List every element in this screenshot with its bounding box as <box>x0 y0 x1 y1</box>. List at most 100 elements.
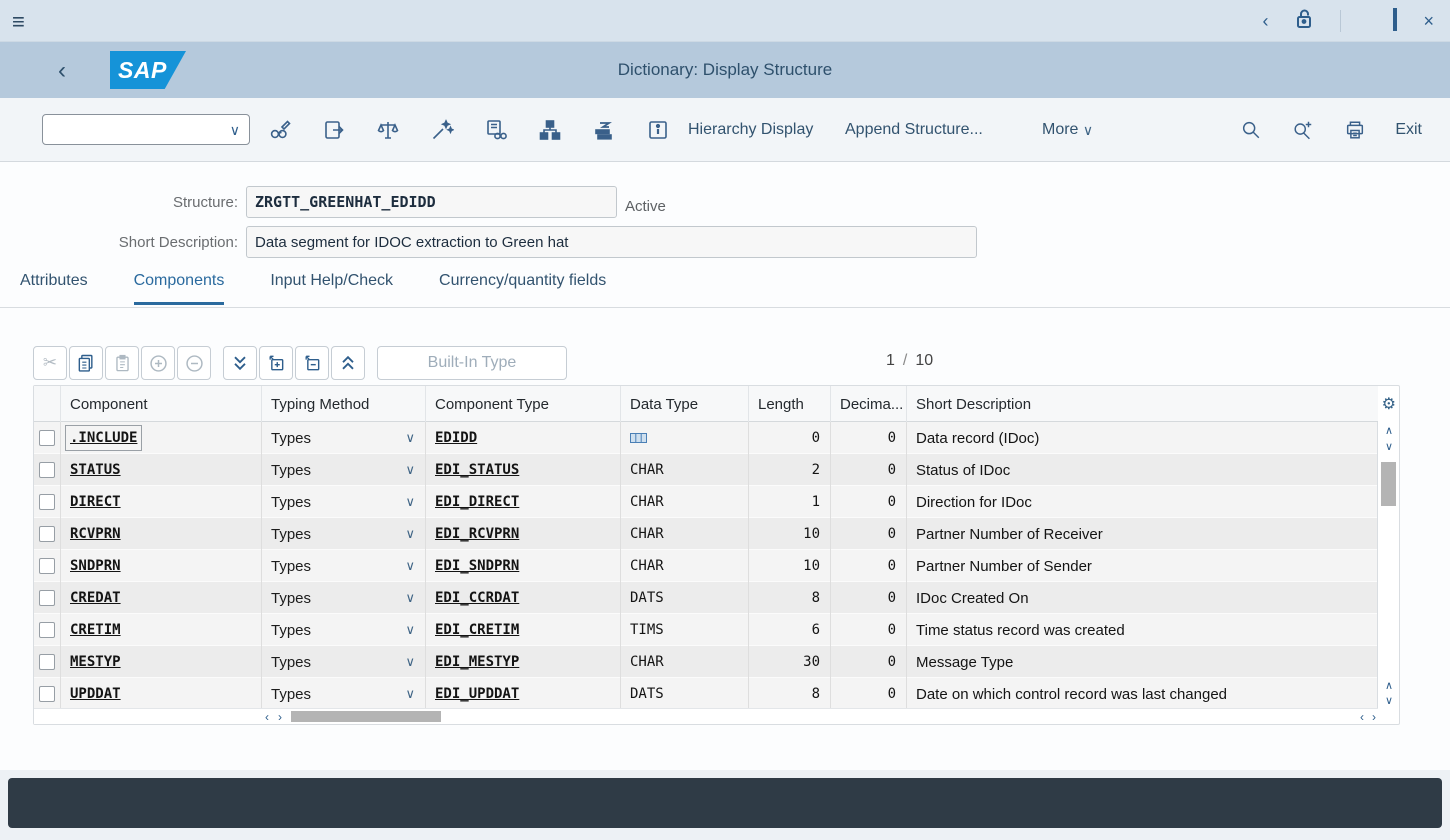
dropdown-chevron-icon[interactable]: ∨ <box>405 654 415 669</box>
table-row[interactable]: SNDPRN Types ∨ EDI_SNDPRN CHAR 10 0 Partn… <box>34 550 1378 582</box>
activate-icon[interactable] <box>430 118 454 142</box>
row-checkbox[interactable] <box>39 622 55 638</box>
tab-attributes[interactable]: Attributes <box>20 272 88 289</box>
component-cell[interactable]: RCVPRN <box>61 518 262 550</box>
table-row[interactable]: .INCLUDE Types ∨ EDIDD 0 0 Data record (I… <box>34 422 1378 454</box>
back-chevron-icon[interactable]: ‹ <box>58 57 66 84</box>
command-field[interactable]: ∨ <box>42 114 250 145</box>
component-cell[interactable]: .INCLUDE <box>61 422 262 454</box>
tab-currency-quantity-fields[interactable]: Currency/quantity fields <box>439 272 607 289</box>
print-icon[interactable] <box>1343 118 1367 142</box>
row-checkbox[interactable] <box>39 590 55 606</box>
copy-button[interactable] <box>69 346 103 380</box>
hierarchy-icon[interactable] <box>538 118 562 142</box>
typing-method-cell[interactable]: Types ∨ <box>262 678 426 710</box>
table-row[interactable]: DIRECT Types ∨ EDI_DIRECT CHAR 1 0 Direct… <box>34 486 1378 518</box>
menu-icon[interactable]: ≡ <box>12 9 25 34</box>
column-header-component[interactable]: Component <box>61 386 262 422</box>
table-row[interactable]: STATUS Types ∨ EDI_STATUS CHAR 2 0 Status… <box>34 454 1378 486</box>
component-type-cell[interactable]: EDI_MESTYP <box>426 646 621 678</box>
dropdown-chevron-icon[interactable]: ∨ <box>405 462 415 477</box>
search-more-icon[interactable] <box>1291 118 1315 142</box>
display-change-icon[interactable] <box>268 118 292 142</box>
typing-method-cell[interactable]: Types ∨ <box>262 550 426 582</box>
component-type-cell[interactable]: EDI_CCRDAT <box>426 582 621 614</box>
built-in-type-button[interactable]: Built-In Type <box>377 346 567 380</box>
typing-method-cell[interactable]: Types ∨ <box>262 422 426 454</box>
back-icon[interactable]: ‹ <box>1262 11 1269 31</box>
scroll-right-icon[interactable]: › <box>1372 710 1376 724</box>
tab-input-help-check[interactable]: Input Help/Check <box>270 272 394 289</box>
row-checkbox[interactable] <box>39 526 55 542</box>
column-header-length[interactable]: Length <box>749 386 831 422</box>
typing-method-cell[interactable]: Types ∨ <box>262 646 426 678</box>
component-type-cell[interactable]: EDI_CRETIM <box>426 614 621 646</box>
search-icon[interactable] <box>1239 118 1263 142</box>
dropdown-chevron-icon[interactable]: ∨ <box>405 526 415 541</box>
information-icon[interactable] <box>646 118 670 142</box>
component-cell[interactable]: CREDAT <box>61 582 262 614</box>
scroll-up-icon[interactable]: ∧ <box>1384 680 1394 692</box>
vertical-scroll-thumb[interactable] <box>1381 462 1396 506</box>
component-cell[interactable]: CRETIM <box>61 614 262 646</box>
row-checkbox[interactable] <box>39 654 55 670</box>
column-header-component-type[interactable]: Component Type <box>426 386 621 422</box>
row-checkbox[interactable] <box>39 462 55 478</box>
append-structure-button[interactable]: Append Structure... <box>845 121 983 138</box>
move-down-button[interactable] <box>223 346 257 380</box>
sort-icon[interactable] <box>592 118 616 142</box>
where-used-list-icon[interactable] <box>484 118 508 142</box>
component-type-cell[interactable]: EDI_DIRECT <box>426 486 621 518</box>
component-cell[interactable]: UPDDAT <box>61 678 262 710</box>
row-checkbox[interactable] <box>39 686 55 702</box>
consistency-check-icon[interactable] <box>376 118 400 142</box>
scroll-left-icon[interactable]: ‹ <box>1360 710 1364 724</box>
select-all-header[interactable] <box>34 386 61 422</box>
cut-button[interactable]: ✂ <box>33 346 67 380</box>
component-type-cell[interactable]: EDIDD <box>426 422 621 454</box>
typing-method-cell[interactable]: Types ∨ <box>262 454 426 486</box>
scroll-right-icon[interactable]: › <box>278 710 282 724</box>
horizontal-scrollbar[interactable]: ‹ › ‹ › <box>34 708 1378 724</box>
component-type-cell[interactable]: EDI_SNDPRN <box>426 550 621 582</box>
component-cell[interactable]: MESTYP <box>61 646 262 678</box>
row-checkbox[interactable] <box>39 558 55 574</box>
dropdown-chevron-icon[interactable]: ∨ <box>405 686 415 701</box>
scroll-up-icon[interactable]: ∧ <box>1384 425 1394 437</box>
component-type-cell[interactable]: EDI_RCVPRN <box>426 518 621 550</box>
lock-icon[interactable] <box>1294 8 1314 35</box>
tab-components[interactable]: Components <box>133 272 225 305</box>
row-checkbox[interactable] <box>39 494 55 510</box>
scroll-down-icon[interactable]: ∨ <box>1384 441 1394 453</box>
table-row[interactable]: CREDAT Types ∨ EDI_CCRDAT DATS 8 0 IDoc C… <box>34 582 1378 614</box>
typing-method-cell[interactable]: Types ∨ <box>262 614 426 646</box>
table-settings-gear-icon[interactable]: ⚙ <box>1381 396 1396 413</box>
dropdown-chevron-icon[interactable]: ∨ <box>405 558 415 573</box>
horizontal-scroll-thumb[interactable] <box>291 711 441 722</box>
component-cell[interactable]: SNDPRN <box>61 550 262 582</box>
table-row[interactable]: RCVPRN Types ∨ EDI_RCVPRN CHAR 10 0 Partn… <box>34 518 1378 550</box>
hierarchy-display-button[interactable]: Hierarchy Display <box>688 121 814 138</box>
table-row[interactable]: CRETIM Types ∨ EDI_CRETIM TIMS 6 0 Time s… <box>34 614 1378 646</box>
dropdown-chevron-icon[interactable]: ∨ <box>405 494 415 509</box>
close-icon[interactable]: × <box>1423 11 1434 31</box>
scroll-left-icon[interactable]: ‹ <box>265 710 269 724</box>
exit-button[interactable]: Exit <box>1395 121 1422 138</box>
row-checkbox[interactable] <box>39 430 55 446</box>
component-cell[interactable]: STATUS <box>61 454 262 486</box>
dropdown-chevron-icon[interactable]: ∨ <box>405 590 415 605</box>
component-type-cell[interactable]: EDI_UPDDAT <box>426 678 621 710</box>
column-header-decimals[interactable]: Decima... <box>831 386 907 422</box>
dropdown-chevron-icon[interactable]: ∨ <box>405 430 415 445</box>
structure-field[interactable]: ZRGTT_GREENHAT_EDIDD <box>246 186 617 218</box>
dropdown-chevron-icon[interactable]: ∨ <box>405 622 415 637</box>
delete-entry-button[interactable] <box>295 346 329 380</box>
chevron-down-icon[interactable]: ∨ <box>229 122 240 138</box>
short-description-field[interactable]: Data segment for IDOC extraction to Gree… <box>246 226 977 258</box>
vertical-scrollbar[interactable]: ∧ ∨ ∧ ∨ <box>1377 422 1399 710</box>
typing-method-cell[interactable]: Types ∨ <box>262 518 426 550</box>
typing-method-cell[interactable]: Types ∨ <box>262 486 426 518</box>
table-row[interactable]: UPDDAT Types ∨ EDI_UPDDAT DATS 8 0 Date o… <box>34 678 1378 710</box>
move-up-button[interactable] <box>331 346 365 380</box>
column-header-short-description[interactable]: Short Description <box>916 395 1032 413</box>
